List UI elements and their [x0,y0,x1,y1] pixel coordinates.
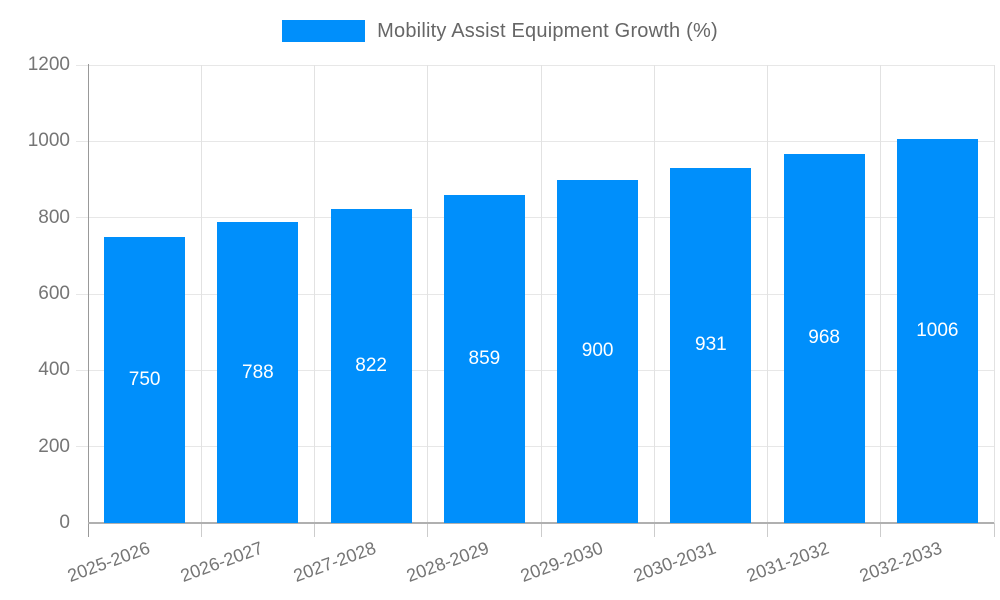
y-axis-tick-label: 600 [38,283,70,304]
x-gridline [540,65,542,523]
legend-item[interactable]: Mobility Assist Equipment Growth (%) [282,20,718,43]
y-gridline [76,64,994,66]
y-gridline [76,369,994,371]
x-axis-tick [427,523,429,537]
bar[interactable] [330,209,412,523]
bar[interactable] [217,222,299,523]
bar-value-label: 1006 [916,320,959,342]
y-axis-tick-label: 0 [59,512,70,533]
x-axis-category-label: 2029-2030 [517,537,606,586]
chart-legend: Mobility Assist Equipment Growth (%) [0,17,1000,45]
y-gridline [76,293,994,295]
y-axis-tick-label: 1200 [27,54,70,75]
bar-value-label: 788 [242,361,274,383]
x-gridline [314,65,315,523]
x-axis-category-label: 2026-2027 [177,537,266,586]
bar-value-label: 900 [581,340,614,362]
y-axis-tick-label: 400 [38,359,70,381]
legend-swatch-icon [282,20,366,42]
bar-value-label: 968 [808,327,840,349]
bar[interactable] [443,195,525,523]
bar-value-label: 822 [355,355,387,377]
bar[interactable] [670,167,752,523]
x-axis-category-label: 2027-2028 [290,537,379,586]
x-axis-category-label: 2030-2031 [630,537,719,586]
x-axis-tick [767,523,768,537]
x-gridline [427,65,429,523]
y-axis-tick-label: 800 [38,206,70,228]
x-axis-category-label: 2028-2029 [404,537,492,586]
x-gridline [880,65,882,523]
x-axis-line [88,522,994,524]
x-axis-tick [314,523,315,537]
bar-value-label: 750 [128,368,161,390]
x-axis-tick [200,523,202,537]
x-axis-category-label: 2031-2032 [743,537,832,586]
y-axis-tick-label: 1000 [27,130,70,152]
x-axis-category-label: 2032-2033 [857,537,945,586]
y-gridline [76,217,994,219]
x-axis-category-label: 2025-2026 [64,537,153,586]
x-gridline [993,65,995,523]
x-axis-tick [880,523,882,537]
x-gridline [767,65,768,523]
y-axis-line [88,64,89,537]
x-gridline [653,65,655,523]
bar-value-label: 931 [695,334,727,356]
legend-series-label: Mobility Assist Equipment Growth (%) [377,19,718,42]
y-gridline [76,446,994,448]
bar[interactable] [557,179,639,523]
y-gridline [76,140,994,142]
x-axis-tick [540,523,542,537]
x-axis-tick [993,523,995,537]
bar[interactable] [783,153,865,523]
bar[interactable] [104,236,186,523]
x-axis-tick [653,523,655,537]
y-axis-tick-label: 200 [38,435,70,457]
bar-value-label: 859 [468,348,501,370]
x-gridline [200,65,202,523]
bar[interactable] [896,139,978,523]
